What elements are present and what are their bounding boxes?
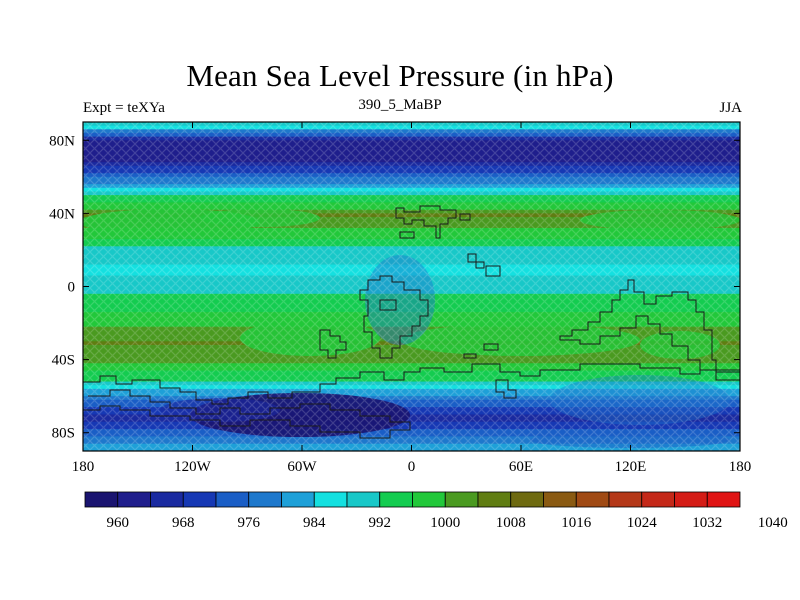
- axis-labels: 180 120W 60W 0 60E 120E 180 80N 40N 0 40S 80S: [49, 133, 751, 475]
- lon-tick-label: 60E: [509, 459, 533, 475]
- lon-tick-label: 180: [72, 459, 95, 475]
- colorbar-box: [706, 491, 741, 508]
- hatch-overlay: [83, 122, 740, 451]
- colorbar-box: [575, 491, 610, 508]
- chart-title: Mean Sea Level Pressure (in hPa): [186, 58, 614, 93]
- coastline-north-block: [395, 205, 457, 239]
- coastline-asia: [559, 279, 740, 381]
- coastline-africa-small: [379, 299, 397, 311]
- colorbar-label: 1008: [496, 515, 526, 531]
- colorbar-label: 1024: [627, 515, 658, 531]
- colorbar-box: [84, 491, 119, 508]
- coastline-east-1: [467, 253, 485, 269]
- lat-tick-label: 40N: [49, 206, 75, 222]
- coastline-africa: [359, 275, 429, 359]
- coastline-north-small: [399, 231, 415, 239]
- lon-tick-label: 60W: [287, 459, 317, 475]
- colorbar-label: 968: [172, 515, 195, 531]
- colorbar-box: [543, 491, 577, 508]
- colorbar-box: [444, 491, 479, 508]
- colorbar-label: 1000: [430, 515, 460, 531]
- colorbar-box: [215, 491, 250, 508]
- colorbar-box: [117, 491, 151, 508]
- experiment-label: Expt = teXYa: [83, 100, 165, 116]
- coastline-south-patch: [495, 379, 517, 399]
- colorbar-box: [313, 491, 348, 508]
- lat-tick-label: 0: [68, 280, 76, 296]
- colorbar-label: 1040: [758, 515, 788, 531]
- colorbar-box: [150, 491, 184, 508]
- colorbar-box: [379, 491, 413, 508]
- coastline-south-america: [319, 329, 347, 359]
- colorbar-labels: 960 968 976 984 992 1000 1008 1016 1024 1032 1040: [107, 515, 788, 531]
- map-ticks: [82, 122, 741, 451]
- colorbar-box: [281, 491, 315, 508]
- colorbar-label: 1016: [561, 515, 592, 531]
- coastline-south-rim: [83, 363, 740, 405]
- lat-tick-label: 40S: [52, 353, 75, 369]
- season-label: JJA: [719, 100, 742, 116]
- coastlines: [83, 205, 740, 439]
- coastline-mid-south-2: [483, 343, 499, 351]
- colorbar-box: [641, 491, 675, 508]
- period-label: 390_5_MaBP: [358, 97, 442, 113]
- coastline-south-inner: [83, 389, 411, 439]
- colorbar-label: 1032: [692, 515, 722, 531]
- lat-tick-label: 80N: [49, 133, 75, 149]
- coastline-east-2: [485, 265, 501, 277]
- colorbar-label: 960: [107, 515, 130, 531]
- lon-tick-label: 120E: [615, 459, 647, 475]
- colorbar-box: [182, 491, 217, 508]
- colorbar-box: [510, 491, 544, 508]
- lon-tick-label: 120W: [174, 459, 212, 475]
- colorbar-label: 992: [369, 515, 392, 531]
- colorbar-label: 976: [238, 515, 261, 531]
- colorbar: [84, 491, 741, 508]
- coastline-mid-south: [463, 353, 477, 359]
- lon-tick-label: 180: [729, 459, 752, 475]
- lat-tick-label: 80S: [52, 426, 75, 442]
- colorbar-box: [608, 491, 643, 508]
- colorbar-box: [248, 491, 282, 508]
- lon-tick-label: 0: [408, 459, 416, 475]
- colorbar-box: [412, 491, 446, 508]
- colorbar-label: 984: [303, 515, 326, 531]
- coastline-north-east-1: [459, 213, 471, 221]
- colorbar-box: [674, 491, 708, 508]
- colorbar-box: [477, 491, 512, 508]
- colorbar-box: [346, 491, 381, 508]
